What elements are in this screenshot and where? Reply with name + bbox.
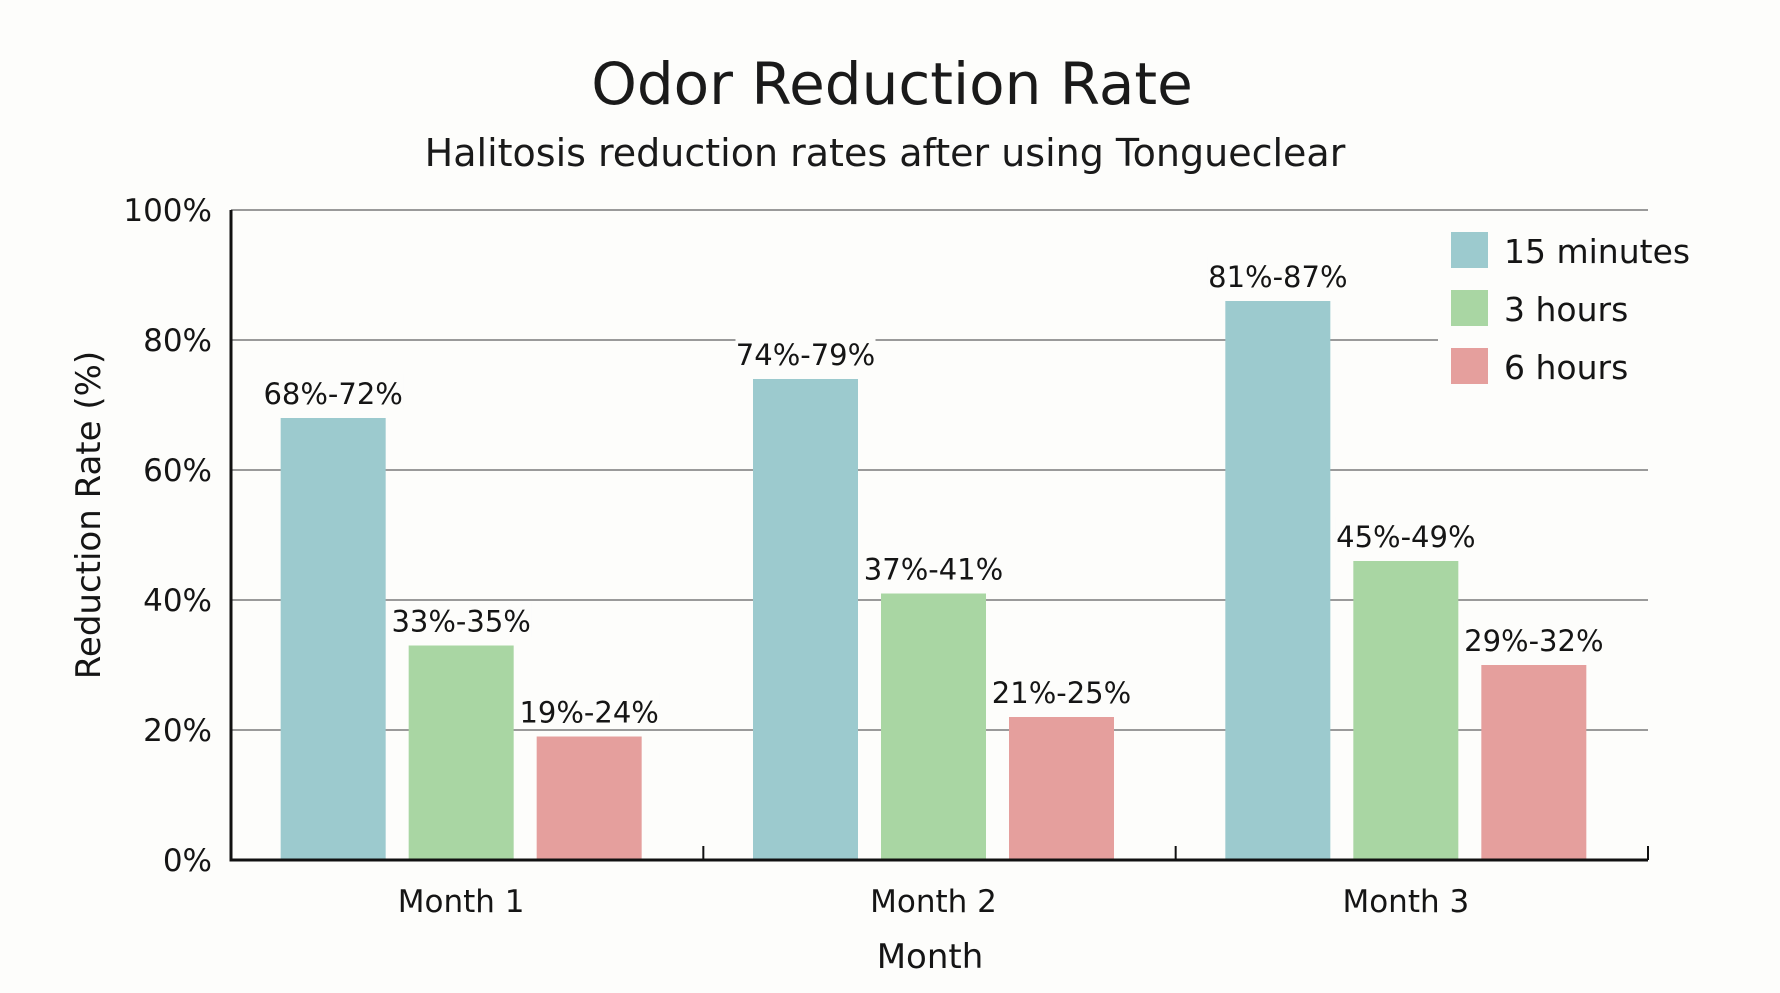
data-label: 74%-79%: [736, 338, 875, 372]
label-background: [1335, 517, 1476, 553]
label-background: [1207, 257, 1348, 293]
y-tick-label: 100%: [123, 193, 212, 229]
label-background: [991, 673, 1132, 709]
y-axis-ticks: 0% 20% 40% 60% 80% 100%: [123, 193, 212, 879]
x-tick-label: Month 3: [1342, 884, 1469, 920]
data-label: 68%-72%: [263, 377, 402, 411]
bar-6-hours-month-3: [1481, 665, 1587, 860]
data-label: 81%-87%: [1208, 260, 1347, 294]
bar-15-minutes-month-3: [1225, 301, 1331, 860]
data-label: 37%-41%: [864, 553, 1003, 587]
y-tick-label: 60%: [143, 453, 212, 489]
y-tick-label: 40%: [143, 583, 212, 619]
legend-label: 3 hours: [1504, 290, 1628, 329]
y-tick-label: 20%: [143, 713, 212, 749]
legend-swatch: [1451, 348, 1488, 384]
bar-labels: 68%-72% 33%-35% 19%-24% 74%-79% 37%-41% 21%-2…: [263, 257, 1604, 730]
data-label: 33%-35%: [391, 605, 530, 639]
data-label: 21%-25%: [992, 676, 1131, 710]
label-background: [519, 692, 660, 729]
bars: [280, 301, 1587, 860]
bar-15-minutes-month-2: [753, 379, 858, 860]
x-tick-label: Month 2: [870, 884, 997, 920]
chart-subtitle: Halitosis reduction rates after using To…: [425, 131, 1346, 175]
label-background: [1463, 621, 1604, 657]
bar-3-hours-month-2: [881, 593, 986, 860]
label-background: [735, 335, 876, 371]
bar-3-hours-month-3: [1353, 561, 1459, 860]
data-label: 45%-49%: [1336, 520, 1475, 554]
label-background: [863, 549, 1004, 586]
x-tick-label: Month 1: [398, 884, 525, 920]
data-label: 29%-32%: [1464, 624, 1603, 658]
legend-label: 6 hours: [1504, 348, 1628, 387]
legend-label: 15 minutes: [1504, 232, 1690, 271]
label-background: [263, 374, 404, 410]
y-tick-label: 0%: [163, 843, 212, 879]
legend: 15 minutes 3 hours 6 hours: [1438, 222, 1780, 392]
y-tick-label: 80%: [143, 323, 212, 359]
x-axis-ticks: Month 1 Month 2 Month 3: [398, 846, 1649, 920]
y-axis-title: Reduction Rate (%): [69, 351, 109, 679]
bar-6-hours-month-2: [1009, 717, 1114, 860]
label-background: [391, 601, 532, 638]
bar-6-hours-month-1: [536, 736, 642, 860]
x-axis-title: Month: [877, 937, 984, 977]
legend-swatch: [1451, 232, 1488, 268]
data-label: 19%-24%: [519, 696, 658, 730]
chart-title: Odor Reduction Rate: [591, 50, 1193, 118]
legend-background: [1438, 222, 1780, 392]
bar-3-hours-month-1: [408, 645, 514, 860]
legend-swatch: [1451, 290, 1488, 326]
bar-15-minutes-month-1: [280, 418, 386, 860]
